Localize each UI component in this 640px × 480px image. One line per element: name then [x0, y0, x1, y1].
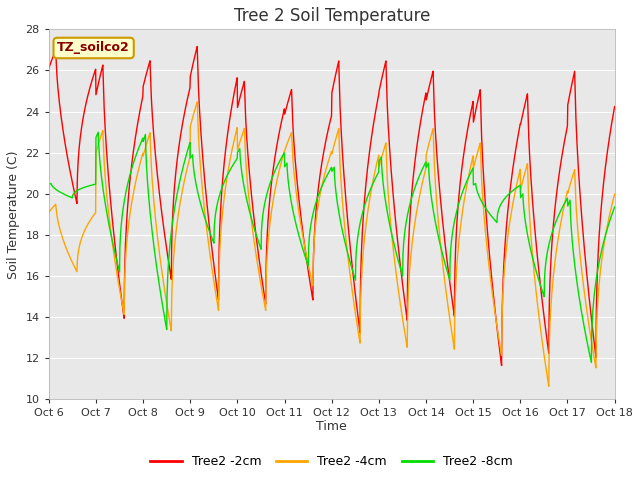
Tree2 -4cm [78, 234, 86, 240]
Tree2 -8cm [288, 203, 296, 208]
Tree2 -2cm [78, 120, 86, 126]
Tree2 -4cm [297, 223, 305, 229]
Title: Tree 2 Soil Temperature: Tree 2 Soil Temperature [234, 7, 430, 25]
Line: Tree2 -8cm: Tree2 -8cm [49, 132, 614, 362]
Tree2 -8cm [78, 185, 86, 191]
Tree2 -2cm [346, 244, 354, 250]
Tree2 -2cm [409, 179, 417, 184]
Tree2 -2cm [288, 96, 296, 102]
Tree2 -8cm [346, 260, 354, 265]
Tree2 -4cm [533, 297, 541, 302]
Text: TZ_soilco2: TZ_soilco2 [57, 41, 130, 55]
Tree2 -4cm [346, 273, 354, 278]
Tree2 -8cm [297, 240, 305, 246]
Tree2 -2cm [534, 252, 541, 258]
Tree2 -2cm [193, 44, 201, 49]
Line: Tree2 -4cm: Tree2 -4cm [49, 102, 614, 386]
Tree2 -4cm [611, 192, 618, 197]
X-axis label: Time: Time [316, 420, 347, 433]
Tree2 -4cm [409, 235, 417, 241]
Tree2 -8cm [533, 271, 541, 277]
Tree2 -4cm [45, 209, 52, 215]
Tree2 -8cm [409, 191, 417, 197]
Tree2 -2cm [498, 362, 506, 368]
Tree2 -8cm [588, 360, 595, 365]
Tree2 -4cm [193, 99, 201, 105]
Tree2 -8cm [611, 204, 618, 210]
Tree2 -4cm [545, 384, 552, 389]
Y-axis label: Soil Temperature (C): Soil Temperature (C) [7, 150, 20, 278]
Legend: Tree2 -2cm, Tree2 -4cm, Tree2 -8cm: Tree2 -2cm, Tree2 -4cm, Tree2 -8cm [145, 450, 518, 473]
Tree2 -2cm [45, 65, 52, 71]
Tree2 -4cm [288, 136, 296, 142]
Tree2 -2cm [297, 215, 305, 221]
Tree2 -8cm [45, 181, 52, 187]
Tree2 -2cm [611, 104, 618, 109]
Line: Tree2 -2cm: Tree2 -2cm [49, 47, 614, 365]
Tree2 -8cm [95, 130, 102, 135]
